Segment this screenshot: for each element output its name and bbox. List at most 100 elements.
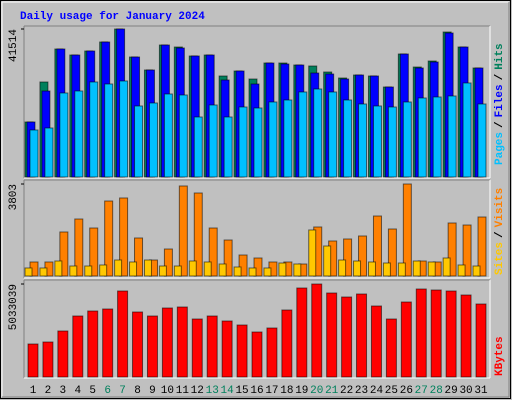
bar bbox=[358, 235, 368, 277]
bar bbox=[430, 289, 442, 378]
bar bbox=[457, 264, 466, 277]
bar bbox=[238, 254, 248, 277]
bar bbox=[343, 99, 353, 178]
bar bbox=[323, 245, 332, 277]
x-tick-label: 31 bbox=[474, 385, 488, 397]
x-tick-label: 3 bbox=[60, 385, 67, 397]
bar bbox=[158, 265, 167, 277]
bar bbox=[268, 101, 278, 178]
bar bbox=[57, 330, 69, 378]
x-tick-label: 29 bbox=[445, 385, 458, 397]
x-tick-label: 27 bbox=[415, 385, 428, 397]
bar bbox=[311, 283, 323, 378]
bar bbox=[146, 315, 158, 378]
bar bbox=[356, 293, 368, 378]
bar bbox=[353, 260, 362, 277]
bar bbox=[104, 200, 114, 277]
bar bbox=[221, 320, 233, 378]
bar bbox=[42, 341, 54, 378]
chart-title: Daily usage for January 2024 bbox=[20, 11, 205, 23]
legend-separator: / bbox=[494, 231, 506, 238]
legend-separator: / bbox=[494, 73, 506, 80]
legend-entry: Hits bbox=[494, 43, 506, 69]
x-tick-label: 28 bbox=[430, 385, 443, 397]
bar bbox=[415, 288, 427, 378]
bar bbox=[223, 239, 233, 277]
bar bbox=[382, 262, 391, 277]
bar bbox=[370, 305, 382, 378]
bar bbox=[143, 259, 152, 277]
bar bbox=[472, 265, 481, 277]
bar bbox=[328, 91, 338, 178]
bar bbox=[343, 238, 353, 277]
bar bbox=[445, 290, 457, 378]
bar bbox=[462, 82, 472, 178]
x-tick-label: 12 bbox=[191, 385, 204, 397]
bar bbox=[203, 261, 212, 277]
bar bbox=[338, 259, 347, 277]
bar bbox=[74, 218, 84, 277]
bar bbox=[372, 215, 382, 277]
bar bbox=[163, 248, 173, 277]
x-tick-label: 13 bbox=[206, 385, 219, 397]
y-tick-label: 5033039 bbox=[8, 284, 20, 330]
bar bbox=[117, 290, 129, 378]
bar bbox=[283, 99, 293, 178]
bar bbox=[477, 103, 487, 178]
bar bbox=[402, 183, 412, 277]
bar bbox=[148, 102, 158, 178]
x-tick-label: 1 bbox=[30, 385, 37, 397]
legend-entry: KBytes bbox=[494, 336, 506, 376]
bar bbox=[341, 296, 353, 378]
bar bbox=[163, 93, 173, 178]
legend-entry: Files bbox=[494, 84, 506, 117]
legend-entry: Visits bbox=[494, 188, 506, 228]
y-tick-label: 3803 bbox=[8, 184, 20, 210]
bar bbox=[59, 231, 69, 277]
bar bbox=[218, 263, 227, 277]
bar bbox=[296, 287, 308, 378]
bar bbox=[54, 260, 63, 277]
bar bbox=[251, 331, 263, 378]
x-tick-label: 6 bbox=[104, 385, 111, 397]
bar bbox=[372, 105, 382, 178]
bar bbox=[293, 263, 302, 277]
bar bbox=[134, 237, 144, 277]
bar bbox=[427, 261, 436, 277]
bar bbox=[193, 116, 203, 178]
bar bbox=[298, 91, 308, 178]
bar bbox=[87, 310, 99, 378]
bar bbox=[442, 257, 451, 277]
bar bbox=[188, 260, 197, 277]
x-tick-label: 16 bbox=[250, 385, 263, 397]
bar bbox=[59, 92, 69, 178]
bar bbox=[263, 267, 272, 277]
x-tick-label: 24 bbox=[370, 385, 384, 397]
y-tick-label: 41514 bbox=[8, 29, 20, 62]
bar bbox=[412, 260, 421, 277]
bar bbox=[253, 107, 263, 178]
x-tick-label: 18 bbox=[280, 385, 293, 397]
bar bbox=[462, 224, 472, 277]
bar bbox=[281, 309, 293, 378]
bar bbox=[191, 318, 203, 378]
bar bbox=[24, 267, 33, 277]
bar bbox=[385, 318, 397, 378]
bar bbox=[102, 308, 114, 378]
bar bbox=[119, 80, 129, 178]
bar bbox=[119, 197, 129, 277]
bar bbox=[475, 303, 487, 378]
bar bbox=[206, 315, 218, 378]
bar bbox=[193, 192, 203, 277]
bar bbox=[417, 97, 427, 178]
bar bbox=[39, 267, 48, 277]
x-tick-label: 26 bbox=[400, 385, 413, 397]
bar bbox=[208, 227, 218, 277]
bar bbox=[367, 261, 376, 277]
bar bbox=[266, 327, 278, 378]
bar bbox=[114, 259, 123, 277]
bar bbox=[397, 262, 406, 277]
legend: KBytes bbox=[494, 336, 506, 376]
